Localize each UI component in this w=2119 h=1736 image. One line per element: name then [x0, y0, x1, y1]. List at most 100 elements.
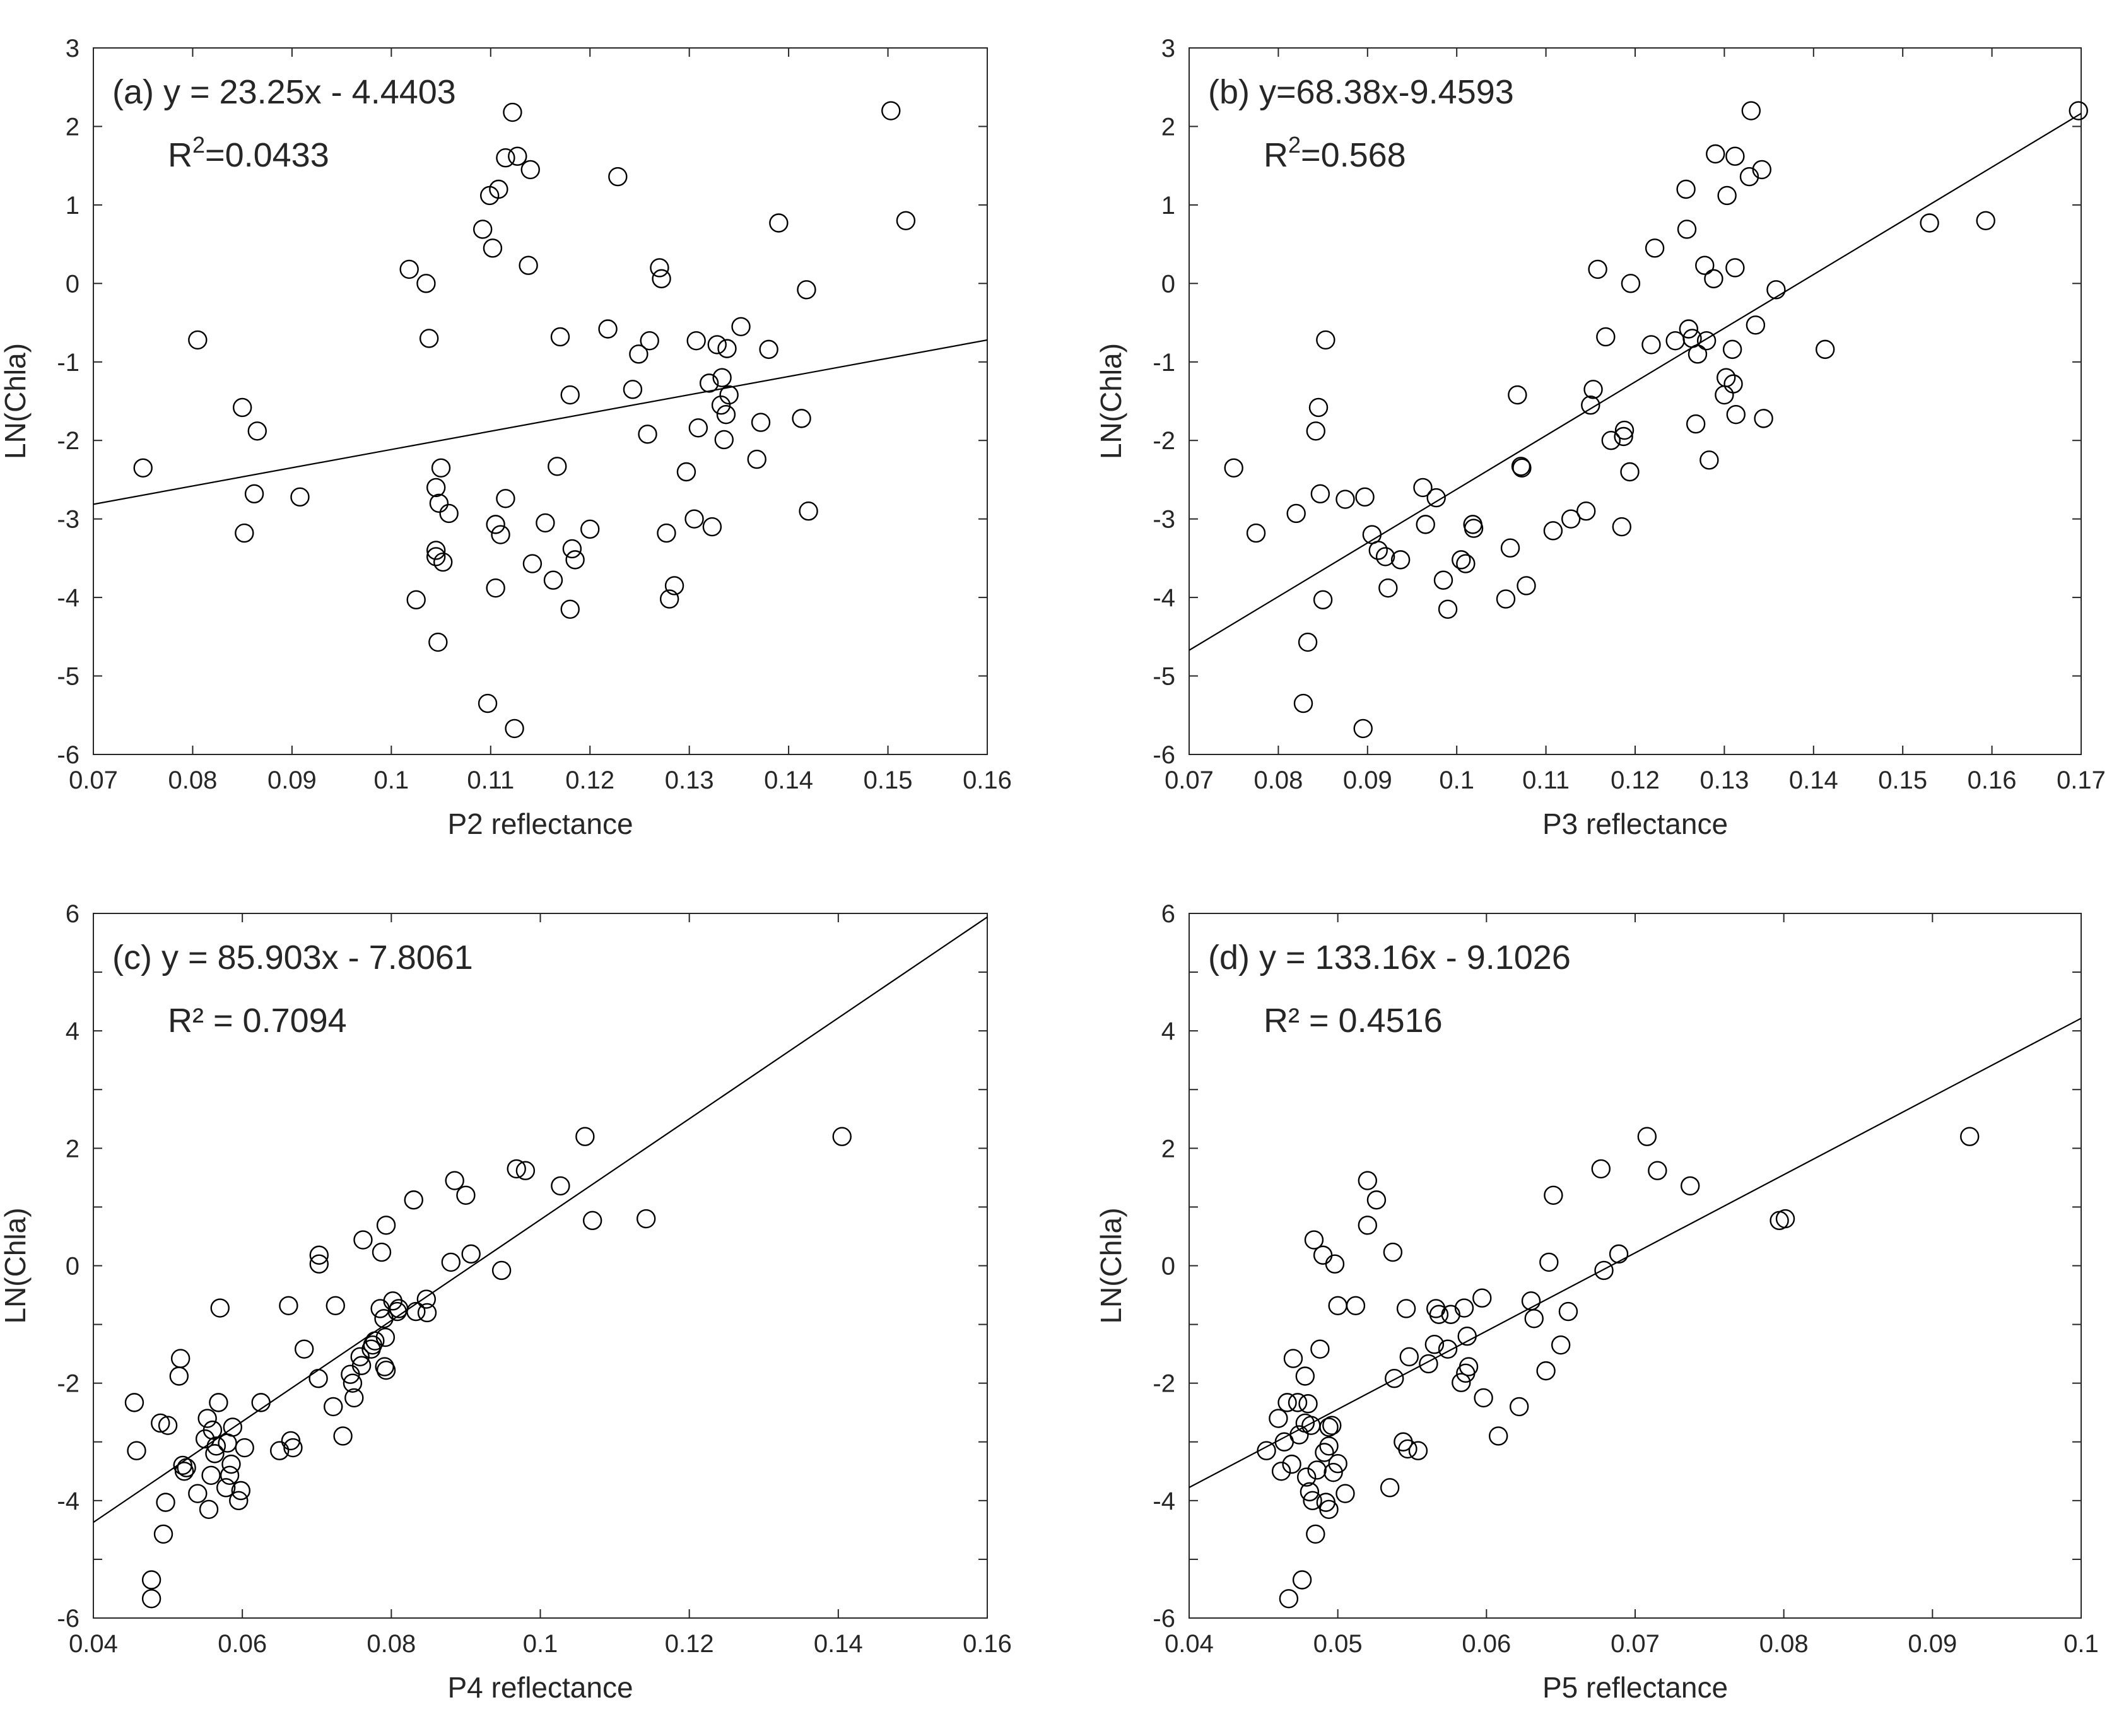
- regression-line: [1189, 1018, 2081, 1487]
- data-point: [551, 328, 569, 346]
- data-point: [189, 1485, 206, 1503]
- data-point: [479, 695, 496, 712]
- data-point: [1776, 1210, 1794, 1228]
- data-point: [1501, 539, 1519, 557]
- data-point: [1689, 345, 1706, 363]
- panel-d: 0.04 0.05 0.06 0.07 0.08 0.09 0.1 -6 -4 -2 0 2 4 6 P5 …: [1095, 900, 2099, 1704]
- x-tick-label: 0.08: [367, 1630, 416, 1658]
- data-point: [1559, 1303, 1577, 1320]
- y-tick-label: -4: [57, 584, 79, 612]
- data-point: [1225, 459, 1243, 477]
- data-point: [1977, 212, 1995, 230]
- data-point: [637, 1210, 655, 1228]
- x-tick-label: 0.09: [1908, 1630, 1957, 1658]
- y-tick-label: -6: [1153, 741, 1175, 769]
- data-point: [1537, 1362, 1555, 1380]
- data-point: [551, 1177, 569, 1195]
- y-tick-label: -2: [1153, 1370, 1175, 1398]
- data-point: [1610, 1245, 1628, 1263]
- data-point: [496, 490, 514, 507]
- data-point: [2070, 102, 2087, 120]
- x-tick-label: 0.04: [69, 1630, 118, 1658]
- data-point: [1317, 331, 1334, 349]
- data-point: [1247, 524, 1265, 542]
- x-tick-label: 0.06: [218, 1630, 267, 1658]
- data-point: [1816, 341, 1834, 358]
- data-point: [1460, 1358, 1477, 1376]
- x-axis-label: P4 reflectance: [447, 1671, 633, 1704]
- data-point: [1540, 1253, 1558, 1271]
- data-point: [401, 261, 418, 278]
- data-point: [429, 633, 447, 651]
- data-point: [1356, 488, 1374, 506]
- data-point: [1678, 220, 1696, 238]
- data-point: [1459, 1327, 1476, 1345]
- data-point: [1314, 1246, 1332, 1264]
- y-axis-label: LN(Chla): [1095, 343, 1127, 459]
- data-point: [1475, 1389, 1493, 1407]
- y-tick-label: -4: [1153, 584, 1175, 612]
- data-point: [457, 1187, 474, 1204]
- data-point: [1452, 551, 1470, 568]
- r-squared-value: =0.568: [1301, 136, 1406, 174]
- data-point: [1320, 1437, 1338, 1455]
- y-tick-label: 4: [66, 1018, 79, 1045]
- panel-b: 0.07 0.08 0.09 0.1 0.11 0.12 0.13 0.14 0.15 0.16 0…: [1095, 35, 2106, 840]
- y-axis-label: LN(Chla): [0, 343, 32, 459]
- y-tick-label: -2: [1153, 427, 1175, 455]
- data-point: [678, 463, 695, 481]
- y-tick-label: -5: [57, 663, 79, 691]
- data-point: [236, 1439, 254, 1457]
- y-tick-label: -6: [57, 741, 79, 769]
- data-point: [1306, 1525, 1324, 1543]
- data-point: [576, 1128, 594, 1146]
- data-point: [143, 1590, 160, 1607]
- equation-label: (d) y = 133.16x - 9.1026: [1208, 939, 1571, 976]
- y-axis-label: LN(Chla): [0, 1207, 32, 1323]
- data-point: [384, 1292, 402, 1310]
- data-point: [581, 520, 599, 538]
- data-point: [1513, 459, 1530, 477]
- data-point: [1718, 187, 1736, 204]
- data-point: [143, 1571, 160, 1588]
- data-point: [1726, 259, 1744, 276]
- x-tick-label: 0.14: [764, 766, 813, 794]
- data-point: [1288, 505, 1305, 522]
- r-squared-label: R2=0.568: [1264, 132, 1406, 174]
- data-point: [566, 551, 584, 568]
- equation-label: (b) y=68.38x-9.4593: [1208, 73, 1514, 111]
- data-point: [1589, 261, 1607, 278]
- data-point: [334, 1427, 352, 1445]
- data-point: [800, 502, 818, 520]
- data-point: [1269, 1410, 1287, 1428]
- r-squared-value: 0.4516: [1339, 1002, 1443, 1040]
- data-point: [641, 332, 659, 349]
- data-point: [327, 1297, 344, 1315]
- x-tick-label: 0.16: [963, 1630, 1012, 1658]
- data-point: [703, 518, 721, 536]
- data-point: [291, 488, 308, 506]
- r-squared-superscript: 2: [192, 132, 205, 158]
- data-point: [1613, 518, 1631, 536]
- data-point: [1921, 214, 1939, 232]
- equation-label: (c) y = 85.903x - 7.8061: [112, 939, 473, 976]
- data-point: [793, 409, 811, 427]
- data-point: [548, 457, 566, 475]
- data-point: [1435, 572, 1452, 589]
- data-point: [219, 1434, 237, 1452]
- y-tick-label: -3: [1153, 506, 1175, 534]
- data-point: [797, 281, 815, 298]
- data-point: [653, 270, 671, 288]
- x-tick-label: 0.13: [665, 766, 714, 794]
- data-point: [1597, 328, 1614, 346]
- y-tick-label: -4: [1153, 1487, 1175, 1515]
- data-point: [1489, 1427, 1507, 1445]
- data-point: [563, 540, 581, 558]
- data-point: [172, 1350, 189, 1368]
- data-point: [432, 459, 450, 477]
- data-point: [1755, 409, 1773, 427]
- data-point: [1767, 281, 1785, 298]
- data-point: [1397, 1299, 1415, 1317]
- x-tick-label: 0.1: [2063, 1630, 2099, 1658]
- y-axis-label: LN(Chla): [1095, 1207, 1127, 1323]
